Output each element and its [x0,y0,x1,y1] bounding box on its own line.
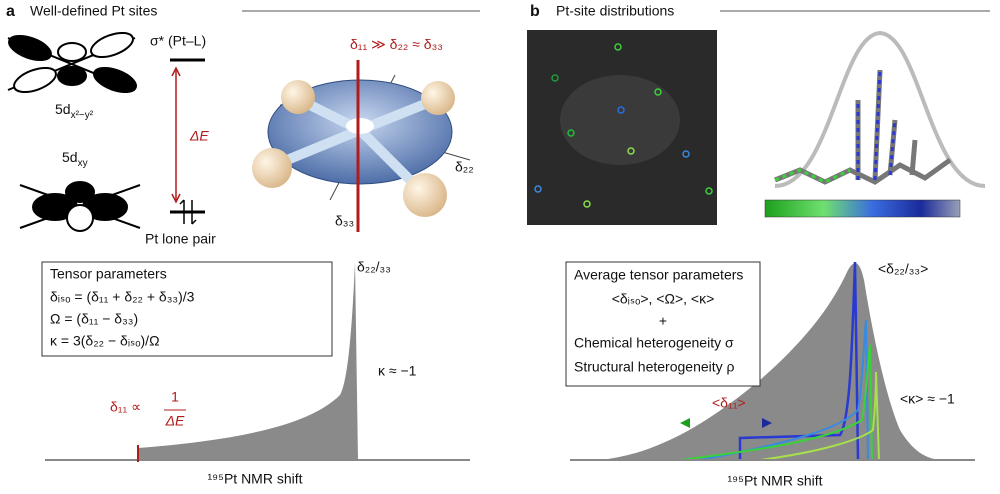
site-spectrum [759,371,880,461]
box-title: Average tensor parameters [574,267,743,283]
x-axis-label: ¹⁹⁵Pt NMR shift [207,471,302,487]
arrow-head [762,418,772,428]
panel-label: b [530,3,540,20]
axis-label: δ₃₃ [335,213,354,229]
orbital-bottom [19,181,141,232]
x-axis-label: ¹⁹⁵Pt NMR shift [727,473,822,489]
micrograph [527,30,717,225]
axis-label: δ₂₂ [455,159,474,175]
orbital-label: 5dxy [62,149,88,169]
kappa-label: κ ≈ −1 [378,363,417,379]
tensor-relation: δ₁₁ ≫ δ₂₂ ≈ δ₃₃ [350,36,443,52]
box-line: <δᵢₛₒ>, <Ω>, <κ> [612,291,715,307]
delta11-label: <δ₁₁> [712,395,746,411]
parameter-box [565,261,761,387]
orbital-sub: xy [78,158,88,169]
orbital-label: 5dx²−y² [55,101,94,121]
fraction-den: ΔE [165,413,185,429]
panel-title: Pt-site distributions [556,3,674,19]
kappa-label: <κ> ≈ −1 [900,391,955,407]
orbital-top [7,31,137,94]
box-line: κ = 3(δ₂₂ − δᵢₛₒ)/Ω [50,333,160,349]
orbital-base: 5d [55,101,71,117]
color-bar [764,199,961,218]
spectrum [138,262,358,460]
site-spectrum [679,344,873,461]
box-line: Structural heterogeneity ρ [574,359,735,375]
spins [179,199,197,225]
orbital-base: 5d [62,149,78,165]
level-label: Pt lone pair [145,231,216,247]
distribution-curve [774,30,986,188]
pt-complex [252,60,471,232]
box-line: + [659,313,667,329]
fraction-num: 1 [171,389,179,405]
delta-e: ΔE [189,128,209,144]
arrow-head [171,66,181,204]
site-spectrum [699,319,869,461]
peak-label: <δ₂₂/₃₃> [878,261,928,277]
box-title: Tensor parameters [50,266,167,282]
spectrum [600,263,945,460]
arrow-head [680,418,690,428]
box-line: Chemical heterogeneity σ [574,335,734,351]
level-label: σ* (Pt–L) [150,33,206,49]
panel-label: a [6,3,15,20]
delta11-label: δ₁₁ ∝ [110,399,141,415]
parameter-box [41,261,333,357]
box-line: δᵢₛₒ = (δ₁₁ + δ₂₂ + δ₃₃)/3 [50,289,195,305]
molecule [774,69,952,185]
orbital-sub: x²−y² [71,110,94,121]
peak-label: δ₂₂/₃₃ [357,259,391,275]
box-line: Ω = (δ₁₁ − δ₃₃) [50,311,138,327]
panel-title: Well-defined Pt sites [30,3,157,19]
site-spectrum [738,261,860,461]
relation: δ₁₁ ≫ δ₂₂ ≈ δ₃₃ [350,36,443,52]
